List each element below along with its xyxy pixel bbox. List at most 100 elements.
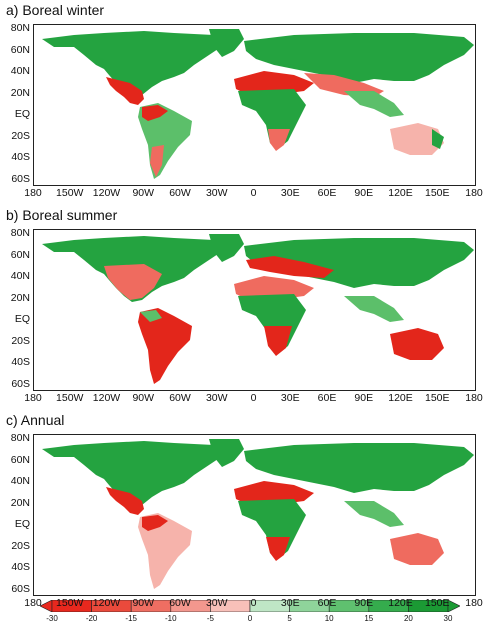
lat-label: 20S (11, 334, 30, 347)
colorbar-tick-label: -5 (206, 614, 214, 623)
lon-label: 30E (280, 597, 300, 609)
colorbar-tick-label: -10 (165, 614, 177, 623)
lon-label: 120W (92, 187, 121, 199)
lat-label: 20N (10, 291, 30, 304)
south-asia (344, 296, 404, 322)
greenland (209, 234, 244, 262)
lon-label: 60W (169, 392, 191, 404)
lon-label: 30E (280, 187, 300, 199)
lon-label: 60W (169, 597, 191, 609)
lon-label: 30W (205, 392, 228, 404)
lat-label: 20N (10, 496, 30, 509)
lat-label: 60N (10, 43, 30, 56)
lon-label: 90E (354, 187, 374, 199)
lon-label: 180 (465, 187, 483, 199)
south-america-red (142, 515, 168, 531)
lon-label: 120E (388, 187, 413, 199)
colorbar-tick-label: -20 (85, 614, 98, 623)
africa (238, 294, 306, 354)
lat-label: EQ (14, 108, 30, 120)
lon-label: 90E (354, 392, 374, 404)
lat-label: 80N (10, 432, 30, 444)
lat-label: 60N (10, 453, 30, 466)
europe-red (246, 256, 334, 278)
lon-label: 60E (317, 187, 337, 199)
lat-label: 40S (11, 356, 30, 368)
colorbar-tick-label: -15 (125, 614, 137, 623)
panel-title: a) Boreal winter (6, 2, 105, 18)
lat-label: 40S (11, 561, 30, 573)
lat-label: 40N (10, 270, 30, 282)
world-map (42, 439, 474, 589)
lon-label: 0 (250, 597, 257, 609)
south-america-green (140, 310, 162, 322)
africa (238, 89, 306, 149)
south-asia (344, 91, 404, 117)
lon-label: 30W (205, 597, 228, 609)
mexico (106, 487, 144, 515)
southern-africa (268, 129, 290, 151)
colorbar-tick-label: -30 (46, 614, 58, 623)
lat-label: 40N (10, 475, 30, 487)
lon-label: 90W (132, 187, 155, 199)
lon-label: 0 (250, 187, 257, 199)
lat-label: EQ (14, 518, 30, 530)
south-america-south (150, 145, 164, 177)
south-asia (344, 501, 404, 527)
lat-label: 60S (11, 172, 30, 185)
lon-label: 150E (424, 597, 450, 609)
lon-label: 60E (317, 392, 337, 404)
lon-label: 90W (132, 597, 155, 609)
land-shapes (42, 439, 474, 589)
lat-label: 60S (11, 582, 30, 595)
panel-boreal-summer: b) Boreal summer (0, 205, 502, 410)
lon-label: 150W (56, 392, 84, 404)
world-map (42, 29, 474, 179)
land-shapes (42, 29, 474, 179)
lon-label: 120E (388, 392, 413, 404)
australia-east (432, 129, 444, 149)
lon-label: 180 (465, 597, 483, 609)
lon-label: 180 (465, 392, 483, 404)
north-america (42, 31, 224, 97)
colorbar (40, 600, 460, 612)
map-frame (33, 229, 476, 391)
lon-label: 150E (424, 392, 450, 404)
australia (390, 123, 444, 155)
panel-boreal-winter: a) Boreal winter (0, 0, 502, 205)
mexico-central-america (106, 77, 144, 105)
southern-africa (266, 537, 290, 561)
greenland (209, 439, 244, 467)
colorbar-tick-label: 10 (324, 614, 334, 623)
lat-label: 20S (11, 539, 30, 552)
panel-annual: c) Annual (0, 410, 502, 600)
greenland (209, 29, 244, 57)
lon-label: 120W (92, 597, 121, 609)
lon-label: 120W (92, 392, 121, 404)
lat-label: 60N (10, 248, 30, 261)
south-america (138, 513, 192, 589)
lat-label: 20N (10, 86, 30, 99)
lon-label: 0 (250, 392, 257, 404)
lat-label: 80N (10, 227, 30, 239)
lat-label: 20S (11, 129, 30, 142)
lon-label: 120E (388, 597, 413, 609)
map-frame (33, 434, 476, 596)
panel-title: b) Boreal summer (6, 207, 118, 223)
colorbar-tick-label: 0 (247, 614, 253, 623)
map-frame (33, 24, 476, 186)
lat-label: EQ (14, 313, 30, 325)
lat-label: 60S (11, 377, 30, 390)
africa (238, 499, 306, 559)
lon-label: 30E (280, 392, 300, 404)
lat-label: 80N (10, 22, 30, 34)
colorbar-tick-label: 30 (443, 614, 453, 623)
south-america-red (142, 105, 168, 121)
south-america (138, 308, 192, 384)
lon-label: 150W (56, 597, 84, 609)
lon-label: 150E (424, 187, 450, 199)
lon-label: 150W (56, 187, 84, 199)
colorbar-tick-label: 20 (403, 614, 413, 623)
eurasia (244, 33, 474, 83)
north-america-red (104, 264, 162, 300)
